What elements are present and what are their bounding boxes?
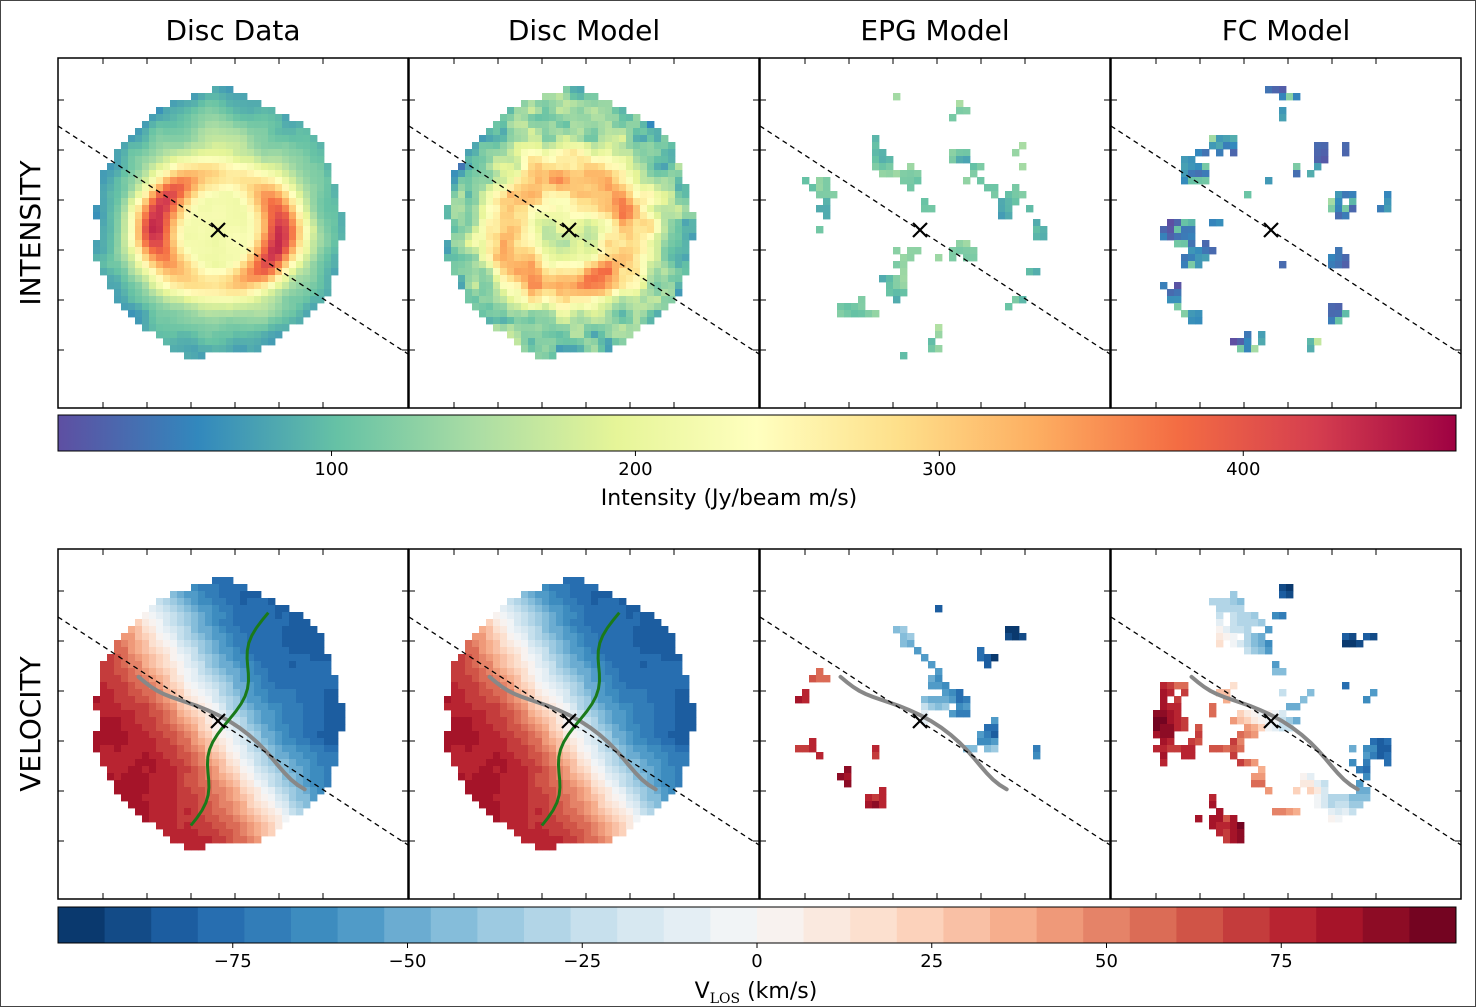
panel-border <box>408 57 760 409</box>
velocity-colorbar-bin <box>1083 907 1131 943</box>
panel-border <box>759 548 1111 900</box>
major-axis-line <box>57 616 409 846</box>
velocity-tick-label: 0 <box>751 951 762 972</box>
velocity-colorbar-bin <box>943 907 991 943</box>
panel-border <box>1110 548 1462 900</box>
velocity-colorbar-bin <box>663 907 711 943</box>
intensity-map-2 <box>759 57 1111 409</box>
velocity-colorbar-bin <box>337 907 385 943</box>
major-axis-line <box>1110 616 1462 846</box>
center-marker <box>912 713 928 729</box>
velocity-colorbar-bin <box>151 907 199 943</box>
intensity-colorbar-label: Intensity (Jy/beam m/s) <box>601 486 858 511</box>
velocity-colorbar-label: VLOS (km/s) <box>695 979 818 1007</box>
intensity-map-3 <box>1110 57 1462 409</box>
velocity-colorbar-bin <box>803 907 851 943</box>
velocity-colorbar-bin <box>1036 907 1084 943</box>
intensity-tick-label: 300 <box>922 459 956 480</box>
major-axis-line <box>57 125 409 355</box>
rotation-curve-trace <box>1189 674 1360 792</box>
velocity-colorbar-bin <box>291 907 339 943</box>
velocity-colorbar-bin <box>1269 907 1317 943</box>
panel-border <box>1110 57 1462 409</box>
velocity-colorbar-bin <box>477 907 525 943</box>
velocity-colorbar-bin <box>1409 907 1457 943</box>
intensity-tick-label: 400 <box>1226 459 1260 480</box>
velocity-colorbar-bin <box>617 907 665 943</box>
center-marker <box>210 713 226 729</box>
velocity-colorbar-bin <box>850 907 898 943</box>
velocity-tick-label: −75 <box>214 951 252 972</box>
velocity-tick-label: 50 <box>1095 951 1118 972</box>
center-marker <box>1263 222 1279 238</box>
center-marker <box>561 222 577 238</box>
intensity-colorbar <box>57 414 1457 452</box>
major-axis-line <box>408 125 760 355</box>
velocity-colorbar-bin <box>104 907 152 943</box>
velocity-colorbar-bin <box>430 907 478 943</box>
center-marker <box>561 713 577 729</box>
rotation-curve-trace <box>136 674 307 792</box>
velocity-colorbar-bin <box>524 907 572 943</box>
velocity-colorbar-bin <box>896 907 944 943</box>
velocity-tick-label: 75 <box>1270 951 1293 972</box>
velocity-map-0 <box>57 548 409 900</box>
panel-title: FC Model <box>1222 14 1351 47</box>
velocity-colorbar-bin <box>990 907 1038 943</box>
intensity-map-0 <box>57 57 409 409</box>
center-marker <box>210 222 226 238</box>
row-label: VELOCITY <box>14 655 47 791</box>
row-label: INTENSITY <box>14 160 47 306</box>
panel-border <box>759 57 1111 409</box>
rotation-curve-trace <box>487 674 658 792</box>
velocity-colorbar-bin <box>58 907 106 943</box>
intensity-tick-label: 200 <box>618 459 652 480</box>
velocity-map-2 <box>759 548 1111 900</box>
major-axis-line <box>408 616 760 846</box>
rotation-curve-trace <box>838 674 1009 792</box>
velocity-map-3 <box>1110 548 1462 900</box>
panel-border <box>408 548 760 900</box>
velocity-colorbar-bin <box>1129 907 1177 943</box>
panel-border <box>57 57 409 409</box>
intensity-map-1 <box>408 57 760 409</box>
velocity-colorbar-bin <box>1176 907 1224 943</box>
major-axis-line <box>759 616 1111 846</box>
major-axis-line <box>1110 125 1462 355</box>
velocity-tick-label: −50 <box>389 951 427 972</box>
velocity-tick-label: 25 <box>920 951 943 972</box>
velocity-colorbar-bin <box>1316 907 1364 943</box>
velocity-colorbar-bin <box>710 907 758 943</box>
velocity-colorbar-bin <box>244 907 292 943</box>
velocity-colorbar-bin <box>384 907 432 943</box>
zero-velocity-contour <box>189 611 270 827</box>
center-marker <box>1263 713 1279 729</box>
panel-title: Disc Data <box>165 14 300 47</box>
velocity-colorbar-bin <box>570 907 618 943</box>
velocity-map-1 <box>408 548 760 900</box>
panel-border <box>57 548 409 900</box>
velocity-colorbar-bin <box>757 907 805 943</box>
velocity-colorbar-bin <box>197 907 245 943</box>
velocity-tick-label: −25 <box>563 951 601 972</box>
panel-title: Disc Model <box>508 14 660 47</box>
velocity-colorbar-bin <box>1223 907 1271 943</box>
velocity-colorbar-bin <box>1362 907 1410 943</box>
panel-title: EPG Model <box>860 14 1009 47</box>
intensity-tick-label: 100 <box>314 459 348 480</box>
zero-velocity-contour <box>540 611 621 827</box>
center-marker <box>912 222 928 238</box>
major-axis-line <box>759 125 1111 355</box>
